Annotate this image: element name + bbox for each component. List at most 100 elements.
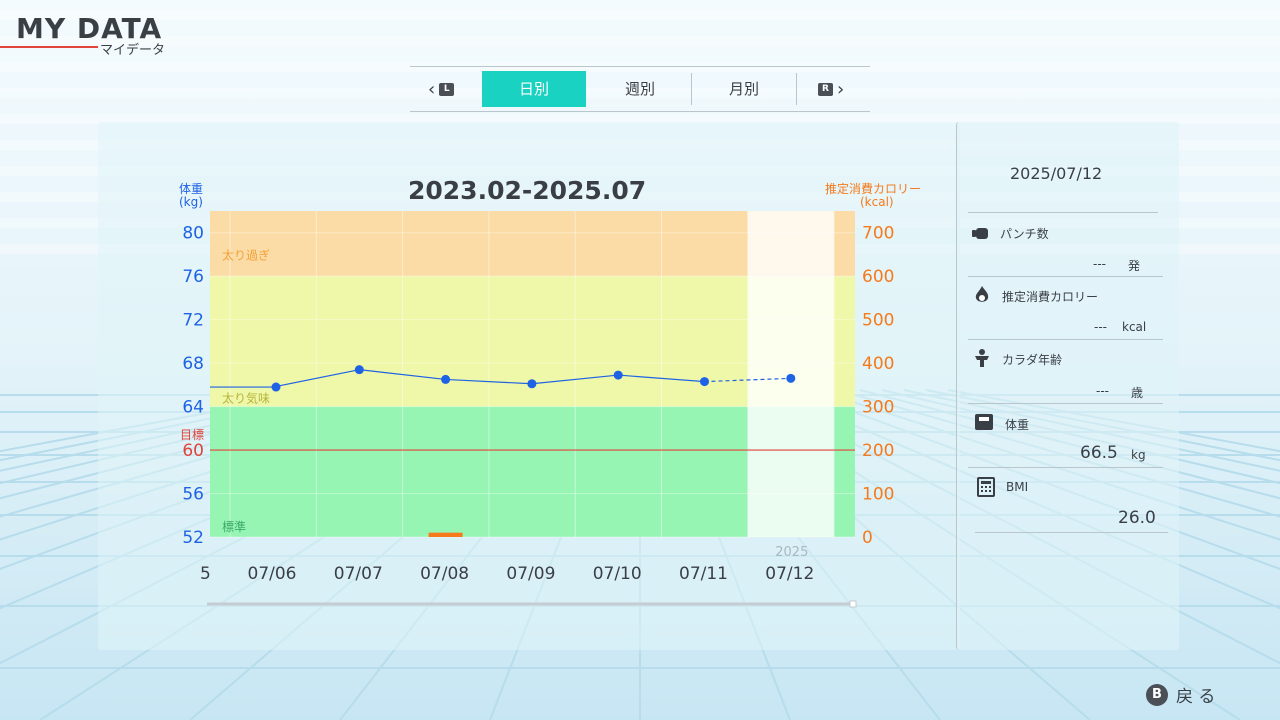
weight-tick-label: 60 — [182, 441, 204, 461]
date-tick-label: 07/06 — [248, 564, 297, 584]
calorie-axis-unit: (kcal) — [860, 195, 894, 209]
calorie-tick-label: 300 — [862, 398, 894, 418]
punch-count-label: パンチ数 — [1000, 227, 1049, 241]
weight-tick-label: 80 — [182, 224, 204, 244]
date-tick-label: 07/08 — [420, 564, 469, 584]
scrollbar-thumb[interactable] — [849, 600, 857, 608]
body-age-unit: 歳 — [1131, 386, 1144, 400]
back-label: 戻 る — [1176, 687, 1216, 707]
zone-label: 標準 — [222, 519, 246, 534]
date-tick-label: 07/09 — [506, 564, 555, 584]
weight-label: 体重 — [1005, 418, 1030, 432]
chart-title: 2023.02-2025.07 — [408, 176, 647, 205]
weight-point — [441, 374, 451, 384]
sky-stripe — [0, 10, 1280, 20]
calorie-label: 推定消費カロリー — [1002, 290, 1099, 304]
scale-icon — [975, 414, 993, 430]
tab-divider — [691, 73, 692, 105]
weight-tick-label: 76 — [182, 267, 204, 287]
zone-band — [210, 211, 855, 277]
chevron-left-icon: ‹ — [428, 78, 436, 100]
body-age-label: カラダ年齢 — [1002, 353, 1063, 367]
punch-icon — [972, 228, 988, 239]
divider — [968, 212, 1158, 213]
calorie-unit: kcal — [1122, 320, 1147, 334]
tab-weekly[interactable]: 週別 — [624, 80, 655, 98]
weight-line-segment — [272, 369, 360, 388]
calorie-value: --- — [1094, 320, 1107, 334]
floor-line — [947, 389, 1280, 453]
weight-line-segment — [531, 374, 619, 385]
calorie-tick-label: 500 — [862, 311, 894, 331]
selected-date: 2025/07/12 — [1010, 164, 1103, 183]
tab-daily[interactable]: 日別 — [482, 71, 586, 107]
flame-icon — [975, 286, 989, 302]
weight-point — [613, 370, 623, 380]
calorie-tick-label: 100 — [862, 485, 894, 505]
calorie-tick-label: 600 — [862, 267, 894, 287]
bmi-value: 26.0 — [1118, 508, 1156, 528]
weight-axis-label: 体重 — [179, 182, 204, 196]
date-tick-label: 07/07 — [334, 564, 383, 584]
next-tab-button[interactable]: R › — [818, 73, 844, 105]
weight-tick-label: 52 — [182, 528, 204, 548]
date-tick-label: 07/10 — [593, 564, 642, 584]
weight-point — [700, 377, 709, 387]
year-label: 2025 — [775, 545, 808, 560]
zone-label: 太り過ぎ — [222, 248, 270, 263]
back-button[interactable]: B 戻 る — [1146, 682, 1215, 707]
punch-count-unit: 発 — [1128, 259, 1141, 273]
sky-stripe — [0, 36, 1280, 46]
weight-line-segment — [445, 378, 532, 385]
period-tabs: ‹ L 日別 週別 月別 R › — [410, 66, 870, 112]
weight-line-segment — [704, 377, 791, 383]
weight-line-segment — [359, 369, 446, 381]
calorie-tick-label: 200 — [862, 441, 894, 461]
weight-point — [527, 379, 537, 389]
calorie-tick-label: 700 — [862, 224, 894, 244]
page-subtitle: マイデータ — [100, 43, 166, 58]
punch-count-value: --- — [1093, 257, 1106, 271]
zone-label: 太り気味 — [222, 391, 270, 406]
weight-tick-label: 64 — [182, 398, 204, 418]
divider — [968, 403, 1163, 404]
page-title: MY DATA — [16, 12, 163, 45]
weight-point — [354, 365, 364, 375]
body-age-value: --- — [1096, 384, 1109, 398]
b-button-icon: B — [1146, 683, 1168, 706]
r-button-icon: R — [818, 82, 833, 96]
zone-band — [210, 406, 855, 537]
calculator-icon — [977, 477, 995, 497]
calorie-axis-label: 推定消費カロリー — [825, 182, 922, 196]
weight-axis-unit: (kg) — [179, 195, 203, 209]
weight-tick-label: 72 — [182, 311, 204, 331]
detail-panel — [956, 122, 1179, 650]
prev-tab-button[interactable]: ‹ L — [428, 73, 455, 105]
calorie-tick-label: 0 — [862, 528, 873, 548]
sky-stripe — [0, 62, 1280, 72]
target-label: 目標 — [180, 428, 204, 442]
tab-divider — [796, 73, 797, 105]
tab-monthly[interactable]: 月別 — [728, 80, 759, 98]
calorie-bar — [428, 532, 463, 537]
floor-line — [0, 389, 333, 453]
muscle-icon — [975, 349, 989, 367]
sky-stripe — [0, 114, 1280, 124]
l-button-icon: L — [439, 82, 455, 96]
weight-point — [786, 373, 796, 383]
sky-stripe — [0, 88, 1280, 98]
floor-line — [0, 389, 355, 462]
chevron-right-icon: › — [837, 78, 845, 100]
weight-tick-label: 68 — [182, 354, 204, 374]
floor-line — [925, 389, 1280, 462]
divider — [968, 339, 1163, 340]
date-tick-label: 07/12 — [765, 564, 814, 584]
weight-line-segment — [618, 374, 705, 383]
date-tick-label: 07/11 — [679, 564, 728, 584]
weight-unit: kg — [1131, 448, 1146, 462]
bmi-label: BMI — [1006, 480, 1029, 494]
calorie-tick-label: 400 — [862, 354, 894, 374]
date-tick-label: 5 — [200, 564, 211, 584]
weight-point — [271, 382, 281, 392]
